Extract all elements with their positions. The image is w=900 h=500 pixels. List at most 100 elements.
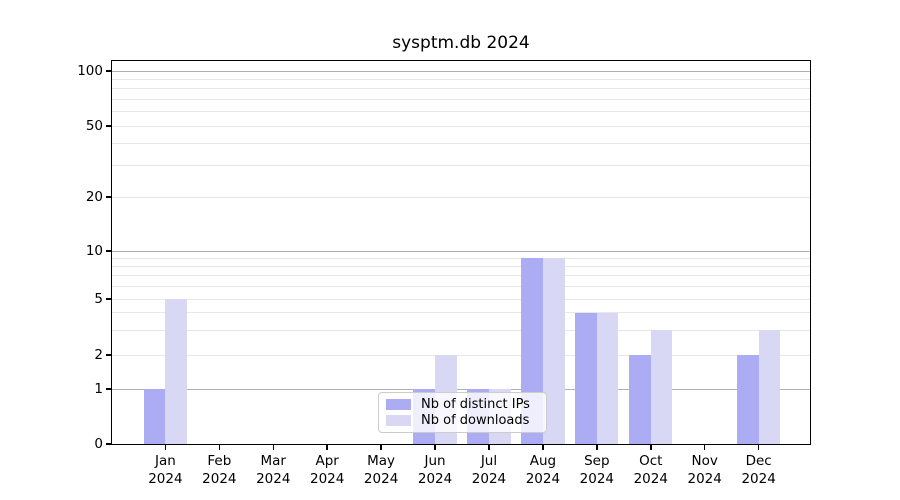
x-tick-mark — [703, 445, 706, 450]
x-tick-year: 2024 — [525, 471, 561, 487]
x-tick-month: Jun — [424, 453, 446, 469]
x-tick-month: Jan — [154, 453, 176, 469]
plot-area — [112, 61, 810, 444]
y-tick-label: 0 — [94, 435, 103, 452]
x-tick-year: 2024 — [633, 471, 668, 487]
x-tick-label: Aug 2024 — [511, 452, 575, 488]
bar-downloads — [165, 299, 187, 444]
y-tick-label: 20 — [85, 188, 103, 205]
x-tick-label: Mar 2024 — [241, 452, 305, 488]
x-tick-mark — [380, 445, 382, 450]
minor-gridline — [112, 354, 810, 356]
x-tick-mark — [488, 445, 490, 450]
legend-entry: Nb of downloads — [386, 413, 539, 428]
minor-gridline — [112, 275, 810, 277]
x-tick-month: Feb — [207, 453, 232, 469]
y-tick-mark — [105, 354, 111, 356]
minor-gridline — [112, 142, 810, 144]
y-tick-label: 100 — [77, 62, 103, 79]
x-tick-label: Feb 2024 — [187, 452, 251, 488]
minor-gridline — [112, 285, 810, 287]
major-gridline — [112, 70, 810, 72]
y-tick-label: 1 — [94, 380, 103, 397]
x-tick-label: Jul 2024 — [457, 452, 521, 488]
y-tick-mark — [105, 298, 111, 300]
y-tick-mark — [105, 443, 111, 445]
legend: Nb of distinct IPs Nb of downloads — [378, 392, 547, 433]
x-tick-mark — [218, 445, 221, 450]
minor-gridline — [112, 125, 810, 127]
y-tick-label: 50 — [85, 117, 103, 134]
x-tick-year: 2024 — [579, 471, 614, 487]
minor-gridline — [112, 78, 810, 80]
bar-distinct-ips — [575, 312, 597, 444]
x-tick-year: 2024 — [741, 471, 776, 487]
x-tick-year: 2024 — [310, 471, 345, 487]
x-tick-label: Nov 2024 — [673, 452, 737, 488]
legend-swatch-downloads — [386, 415, 411, 427]
minor-gridline — [112, 298, 810, 300]
bar-distinct-ips — [629, 355, 651, 444]
x-tick-month: Oct — [639, 453, 663, 469]
x-tick-year: 2024 — [148, 471, 183, 487]
legend-swatch-distinct-ips — [386, 398, 411, 410]
y-tick-label: 5 — [94, 290, 103, 307]
minor-gridline — [112, 312, 810, 314]
x-tick-year: 2024 — [363, 471, 399, 487]
minor-gridline — [112, 265, 810, 267]
minor-gridline — [112, 111, 810, 113]
bar-downloads — [596, 312, 619, 444]
x-tick-year: 2024 — [256, 471, 291, 487]
minor-gridline — [112, 88, 810, 90]
y-tick-mark — [105, 250, 111, 252]
x-tick-year: 2024 — [687, 471, 722, 487]
x-tick-mark — [164, 445, 167, 450]
x-tick-month: Nov — [691, 453, 718, 469]
x-tick-mark — [596, 445, 598, 450]
minor-gridline — [112, 165, 810, 167]
minor-gridline — [112, 98, 810, 100]
y-tick-label: 2 — [94, 346, 103, 363]
bar-downloads — [650, 330, 673, 444]
bar-distinct-ips — [143, 389, 166, 444]
bar-downloads — [758, 330, 781, 444]
bar-downloads — [542, 258, 565, 444]
x-tick-month: Jul — [480, 453, 498, 469]
y-tick-mark — [105, 196, 111, 198]
y-tick-label: 10 — [85, 242, 103, 259]
bar-distinct-ips — [737, 355, 759, 444]
y-tick-mark — [105, 125, 111, 127]
x-tick-month: Apr — [315, 453, 339, 469]
x-tick-mark — [757, 445, 760, 450]
major-gridline — [112, 250, 810, 252]
x-tick-label: Dec 2024 — [727, 452, 791, 488]
x-tick-year: 2024 — [202, 471, 237, 487]
minor-gridline — [112, 196, 810, 198]
minor-gridline — [112, 329, 810, 331]
x-tick-month: Dec — [745, 453, 772, 469]
legend-label: Nb of downloads — [421, 413, 530, 429]
x-tick-label: Oct 2024 — [619, 452, 683, 488]
x-tick-label: Jun 2024 — [403, 452, 467, 488]
legend-label: Nb of distinct IPs — [421, 396, 530, 412]
x-tick-label: Apr 2024 — [295, 452, 359, 488]
x-tick-mark — [650, 445, 652, 450]
x-tick-month: Aug — [529, 453, 557, 469]
x-tick-mark — [326, 445, 328, 450]
x-tick-month: Sep — [584, 453, 610, 469]
x-tick-label: Sep 2024 — [565, 452, 629, 488]
x-tick-month: Mar — [260, 453, 286, 469]
x-tick-year: 2024 — [417, 471, 453, 487]
x-tick-mark — [434, 445, 436, 450]
y-tick-mark — [105, 388, 111, 390]
x-tick-year: 2024 — [471, 471, 507, 487]
major-gridline — [112, 388, 810, 390]
x-tick-mark — [272, 445, 274, 450]
x-tick-label: May 2024 — [349, 452, 413, 488]
y-tick-mark — [105, 70, 111, 72]
chart-title: sysptm.db 2024 — [392, 33, 530, 53]
x-tick-mark — [542, 445, 544, 450]
x-tick-label: Jan 2024 — [133, 452, 197, 488]
legend-entry: Nb of distinct IPs — [386, 397, 539, 412]
